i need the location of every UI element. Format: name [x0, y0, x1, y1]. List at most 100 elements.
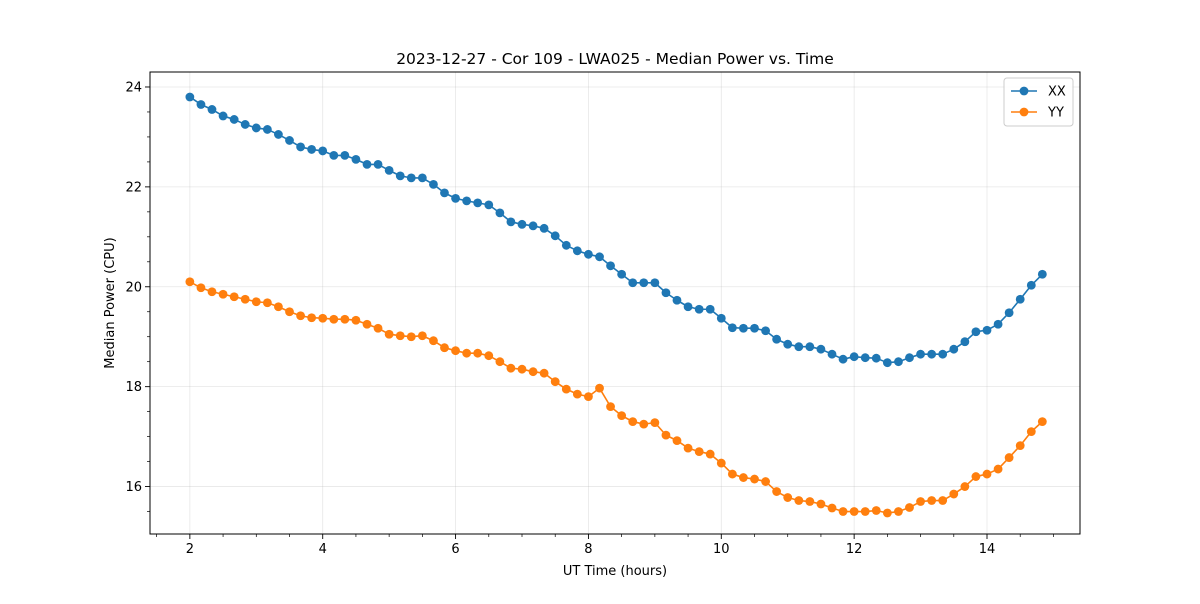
data-point-xx — [285, 136, 294, 145]
data-point-xx — [218, 111, 228, 121]
data-point-yy — [473, 348, 483, 358]
data-point-yy — [894, 507, 903, 516]
data-point-yy — [982, 469, 992, 479]
data-point-yy — [639, 419, 649, 429]
data-point-yy — [1026, 427, 1036, 437]
data-point-yy — [251, 297, 261, 307]
data-point-xx — [993, 319, 1003, 329]
legend-label-xx: XX — [1048, 85, 1066, 100]
data-point-xx — [606, 261, 615, 271]
data-point-yy — [307, 313, 317, 323]
data-point-xx — [517, 219, 527, 229]
y-tick-label: 20 — [125, 280, 142, 295]
data-point-yy — [838, 507, 848, 516]
data-point-xx — [595, 252, 604, 262]
data-point-yy — [683, 443, 693, 453]
data-point-yy — [561, 384, 571, 394]
data-point-xx — [384, 165, 394, 175]
data-point-yy — [406, 332, 416, 342]
data-point-xx — [694, 304, 704, 314]
data-point-yy — [550, 377, 560, 387]
data-point-yy — [351, 315, 361, 325]
legend-marker-xx — [1019, 86, 1029, 96]
data-point-yy — [606, 402, 615, 412]
data-point-xx — [207, 105, 217, 114]
data-point-xx — [262, 125, 272, 134]
legend-marker-yy — [1019, 107, 1029, 117]
y-tick-label: 22 — [125, 180, 142, 195]
data-point-yy — [506, 363, 516, 373]
data-point-xx — [871, 353, 881, 363]
data-point-xx — [561, 240, 571, 250]
data-point-yy — [329, 314, 339, 324]
chart-title: 2023-12-27 - Cor 109 - LWA025 - Median P… — [396, 50, 834, 68]
data-point-xx — [860, 353, 870, 363]
data-point-yy — [340, 314, 350, 324]
data-point-xx — [395, 171, 405, 181]
data-point-yy — [218, 289, 228, 299]
x-tick-label: 6 — [451, 542, 459, 557]
data-point-xx — [628, 278, 638, 288]
data-point-yy — [584, 392, 593, 402]
data-point-yy — [495, 357, 505, 367]
data-point-xx — [296, 142, 305, 152]
data-point-xx — [838, 354, 848, 364]
data-point-xx — [185, 92, 195, 102]
data-point-xx — [827, 349, 837, 359]
data-point-xx — [572, 246, 582, 256]
data-point-xx — [705, 304, 715, 314]
series-layer — [185, 92, 1047, 518]
data-point-yy — [927, 496, 937, 505]
y-tick-label: 16 — [125, 480, 142, 495]
data-point-xx — [794, 342, 804, 352]
data-point-yy — [661, 430, 671, 440]
data-point-yy — [373, 323, 383, 333]
data-point-yy — [196, 283, 206, 293]
data-point-xx — [584, 249, 593, 259]
data-point-xx — [816, 344, 826, 354]
data-point-xx — [251, 123, 261, 133]
data-point-yy — [1015, 441, 1025, 450]
data-point-xx — [318, 146, 328, 156]
data-point-yy — [705, 449, 715, 459]
plot-frame — [149, 71, 1081, 535]
x-tick-label: 8 — [584, 542, 592, 557]
data-point-yy — [318, 313, 328, 323]
data-point-xx — [417, 173, 427, 183]
y-axis-label: Median Power (CPU) — [103, 237, 118, 368]
data-point-xx — [528, 221, 538, 231]
data-point-xx — [650, 278, 660, 288]
data-point-yy — [429, 336, 438, 346]
data-point-xx — [506, 217, 516, 227]
data-point-yy — [739, 473, 748, 482]
data-point-yy — [916, 497, 925, 506]
data-point-xx — [805, 342, 815, 352]
data-point-yy — [993, 464, 1003, 474]
x-tick-label: 12 — [846, 542, 863, 557]
data-point-yy — [650, 418, 660, 428]
data-point-xx — [1026, 280, 1036, 290]
data-point-yy — [628, 417, 638, 427]
data-point-yy — [672, 436, 682, 446]
data-point-yy — [207, 287, 217, 297]
data-point-yy — [1004, 453, 1014, 462]
data-point-xx — [484, 200, 494, 210]
data-point-xx — [960, 337, 970, 347]
data-point-yy — [185, 277, 195, 287]
data-point-yy — [716, 458, 726, 468]
data-point-yy — [761, 477, 770, 486]
data-point-xx — [672, 295, 682, 305]
data-point-xx — [783, 339, 793, 349]
data-point-xx — [429, 179, 438, 189]
data-point-xx — [727, 323, 737, 333]
data-point-yy — [528, 367, 538, 377]
data-point-xx — [539, 223, 549, 233]
data-point-yy — [783, 493, 793, 502]
y-tick-label: 24 — [125, 80, 142, 95]
data-point-xx — [362, 160, 372, 169]
grid — [150, 72, 1080, 534]
data-point-yy — [451, 346, 460, 356]
data-point-yy — [816, 499, 826, 509]
